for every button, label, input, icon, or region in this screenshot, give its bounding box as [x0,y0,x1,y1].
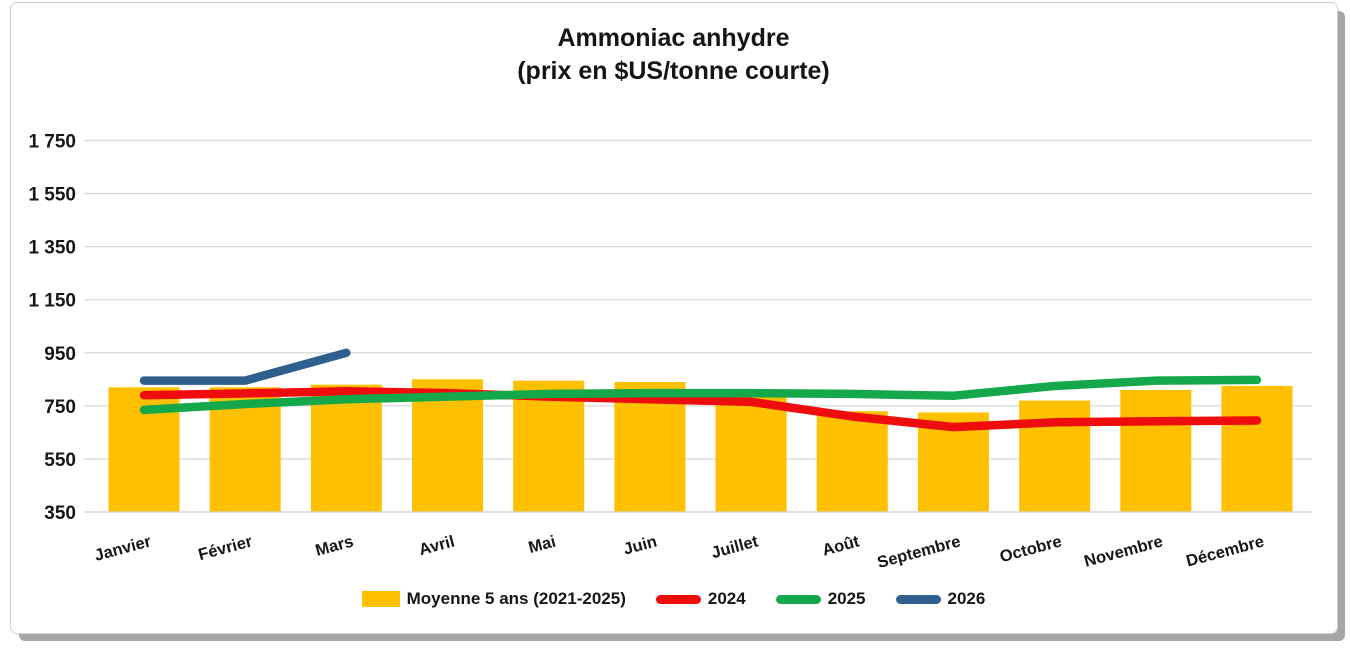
legend-label-2024: 2024 [707,589,746,608]
y-tick-label: 350 [44,503,76,524]
legend-line-swatch-2024 [655,594,701,604]
legend-bar-swatch [361,591,400,607]
chart-title-line1: Ammoniac anhydre [557,24,790,52]
x-category-label: Juillet [709,532,760,562]
x-category-label: Février [196,532,254,564]
chart-card [10,2,1338,634]
x-category-label: Mars [314,532,356,559]
x-category-label: Juin [622,532,659,558]
y-tick-label: 1 750 [28,132,76,153]
legend-line-swatch-2026 [895,594,941,604]
x-category-label: Octobre [998,532,1064,566]
legend-item-moyenne: Moyenne 5 ans (2021-2025) [361,589,626,609]
x-category-label: Septembre [875,532,962,571]
line-series-2026 [139,348,351,385]
legend-item-2025: 2025 [775,589,866,609]
bar [715,395,787,512]
legend-label-moyenne: Moyenne 5 ans (2021-2025) [406,589,626,608]
bar [513,380,585,512]
legend-item-2024: 2024 [655,589,746,609]
legend-item-2026: 2026 [895,589,986,609]
legend-label-2025: 2025 [827,589,866,608]
x-category-label: Novembre [1082,532,1165,570]
legend-line-swatch-2025 [775,594,821,604]
y-tick-label: 750 [44,397,76,418]
y-tick-label: 1 150 [28,291,76,312]
y-tick-label: 550 [44,450,76,471]
legend-label-2026: 2026 [947,589,986,608]
y-tick-label: 950 [44,344,76,365]
chart-title-line2: (prix en $US/tonne courte) [517,57,830,85]
x-category-label: Décembre [1184,532,1266,570]
bar [1221,385,1293,512]
x-category-label: Août [820,532,861,559]
line-series-2024 [139,387,1262,432]
chart-legend: Moyenne 5 ans (2021-2025) 2024 2025 2026 [10,589,1337,609]
line-series-2025 [139,375,1262,415]
bar [816,411,888,512]
y-tick-label: 1 550 [28,185,76,206]
bar [1120,389,1192,512]
chart-title: Ammoniac anhydre (prix en $US/tonne cour… [10,22,1337,88]
x-category-label: Janvier [93,532,154,564]
bar [1019,400,1091,512]
y-tick-label: 1 350 [28,238,76,259]
x-category-label: Avril [417,532,457,559]
x-category-label: Mai [527,532,558,557]
bar [310,384,382,512]
